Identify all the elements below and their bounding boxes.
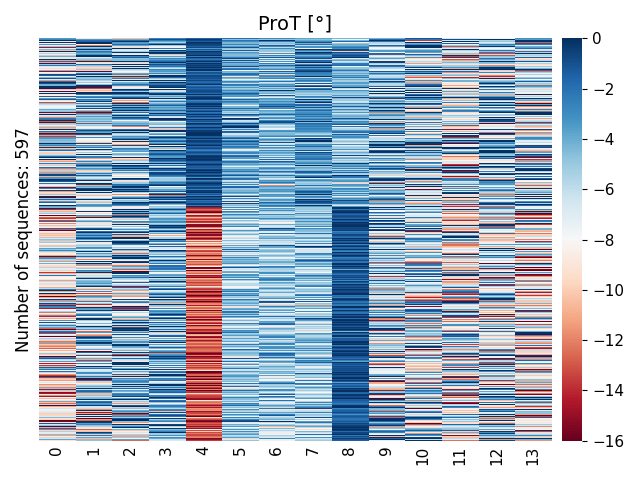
Title: ProT [°]: ProT [°] (258, 15, 332, 34)
Y-axis label: Number of sequences: 597: Number of sequences: 597 (15, 127, 33, 352)
